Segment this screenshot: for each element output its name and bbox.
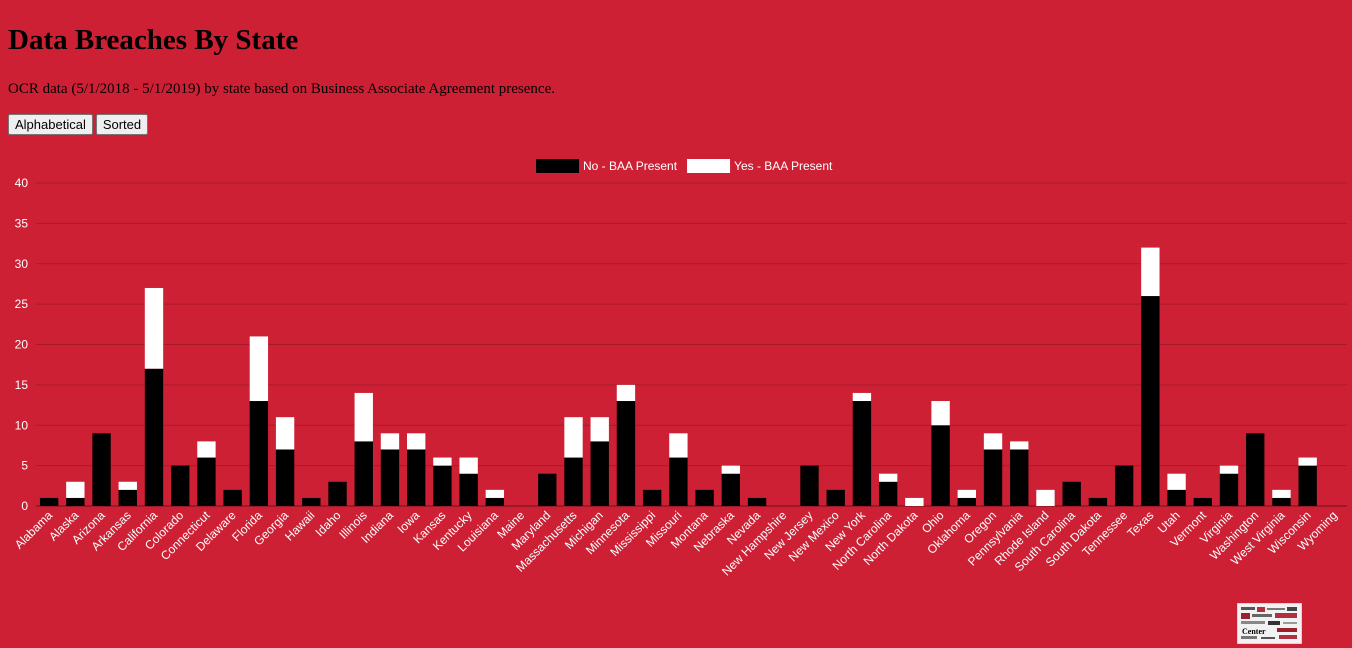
bar-yes-baa <box>564 417 583 458</box>
bar-yes-baa <box>1010 441 1029 450</box>
bar-no-baa <box>669 457 688 506</box>
bar-no-baa <box>66 497 85 506</box>
bar-no-baa <box>931 425 950 506</box>
bar-no-baa <box>538 473 557 506</box>
bar-no-baa <box>92 433 111 506</box>
bar-yes-baa <box>852 392 872 402</box>
sorted-button[interactable]: Sorted <box>95 114 149 135</box>
bar-yes-baa <box>590 417 609 442</box>
bar-no-baa <box>1219 473 1239 506</box>
bar-no-baa <box>590 441 609 506</box>
legend-swatch-yes-baa <box>687 159 731 173</box>
bar-no-baa <box>1246 433 1265 506</box>
bar-no-baa <box>826 489 845 506</box>
bar-yes-baa <box>1141 247 1160 297</box>
bar-no-baa <box>1088 497 1108 506</box>
bar-no-baa <box>957 497 976 506</box>
bar-no-baa <box>39 497 59 506</box>
bar-no-baa <box>721 473 741 506</box>
bar-no-baa <box>223 489 242 506</box>
bar-yes-baa <box>66 481 85 498</box>
bar-no-baa <box>433 465 452 506</box>
bar-no-baa <box>1114 465 1134 506</box>
bar-no-baa <box>1298 465 1317 506</box>
bar-yes-baa <box>144 287 164 369</box>
bar-yes-baa <box>354 392 373 442</box>
bar-no-baa <box>459 473 478 506</box>
bar-yes-baa <box>721 465 741 474</box>
x-tick-label: Texas <box>1124 508 1156 540</box>
y-tick-label: 25 <box>15 297 29 311</box>
y-tick-label: 10 <box>15 418 29 432</box>
y-tick-label: 5 <box>21 459 28 473</box>
y-tick-label: 40 <box>15 176 29 190</box>
bar-yes-baa <box>905 497 924 506</box>
bar-yes-baa <box>878 473 898 482</box>
bar-no-baa <box>1010 449 1029 506</box>
bar-yes-baa <box>197 441 216 458</box>
bar-yes-baa <box>380 433 400 450</box>
legend-label-no-baa: No - BAA Present <box>583 159 678 173</box>
sort-controls: Alphabetical Sorted <box>8 114 149 135</box>
bar-no-baa <box>1272 497 1291 506</box>
bar-no-baa <box>878 481 898 506</box>
bar-yes-baa <box>1219 465 1239 474</box>
bar-yes-baa <box>485 489 505 498</box>
y-tick-label: 0 <box>21 499 28 513</box>
bar-no-baa <box>144 368 164 506</box>
bar-yes-baa <box>983 433 1003 450</box>
bar-no-baa <box>1167 489 1186 506</box>
bar-yes-baa <box>1272 489 1291 498</box>
bar-yes-baa <box>118 481 137 490</box>
y-tick-label: 15 <box>15 378 29 392</box>
bar-yes-baa <box>931 401 950 426</box>
y-tick-label: 20 <box>15 338 29 352</box>
bar-yes-baa <box>1036 489 1055 506</box>
bar-yes-baa <box>249 336 269 402</box>
breach-bar-chart: 0510152025303540AlabamaAlaskaArizonaArka… <box>12 159 1347 578</box>
legend-swatch-no-baa <box>536 159 579 173</box>
center-logo-icon: Center <box>1237 603 1302 644</box>
x-tick-label: Hawaii <box>282 508 317 543</box>
bar-no-baa <box>328 481 347 506</box>
bar-no-baa <box>249 401 269 506</box>
bar-no-baa <box>118 489 137 506</box>
bar-no-baa <box>564 457 583 506</box>
bar-no-baa <box>695 489 714 506</box>
bar-no-baa <box>197 457 216 506</box>
bar-no-baa <box>1062 481 1081 506</box>
bar-yes-baa <box>669 433 688 458</box>
bar-no-baa <box>616 401 636 506</box>
y-tick-label: 35 <box>15 216 29 230</box>
bar-yes-baa <box>957 489 976 498</box>
bar-yes-baa <box>433 457 452 466</box>
bar-no-baa <box>747 497 767 506</box>
alphabetical-button[interactable]: Alphabetical <box>8 114 93 135</box>
bar-no-baa <box>275 449 295 506</box>
bar-no-baa <box>407 449 426 506</box>
bar-yes-baa <box>407 433 426 450</box>
bar-no-baa <box>852 401 872 506</box>
bar-no-baa <box>380 449 400 506</box>
bar-yes-baa <box>616 384 636 402</box>
page-title: Data Breaches By State <box>8 24 299 56</box>
bar-no-baa <box>354 441 373 506</box>
bar-yes-baa <box>1298 457 1317 466</box>
bar-no-baa <box>642 489 662 506</box>
bar-yes-baa <box>1167 473 1186 490</box>
bar-no-baa <box>171 465 190 506</box>
page-subtitle: OCR data (5/1/2018 - 5/1/2019) by state … <box>8 81 555 97</box>
legend-label-yes-baa: Yes - BAA Present <box>734 159 833 173</box>
bar-no-baa <box>1141 296 1160 506</box>
logo-text: Center <box>1242 627 1266 636</box>
bar-no-baa <box>485 497 505 506</box>
y-tick-label: 30 <box>15 257 29 271</box>
bar-yes-baa <box>275 417 295 450</box>
bar-no-baa <box>1193 497 1212 506</box>
bar-no-baa <box>983 449 1003 506</box>
bar-no-baa <box>800 465 819 506</box>
bar-yes-baa <box>459 457 478 474</box>
bar-no-baa <box>302 497 321 506</box>
